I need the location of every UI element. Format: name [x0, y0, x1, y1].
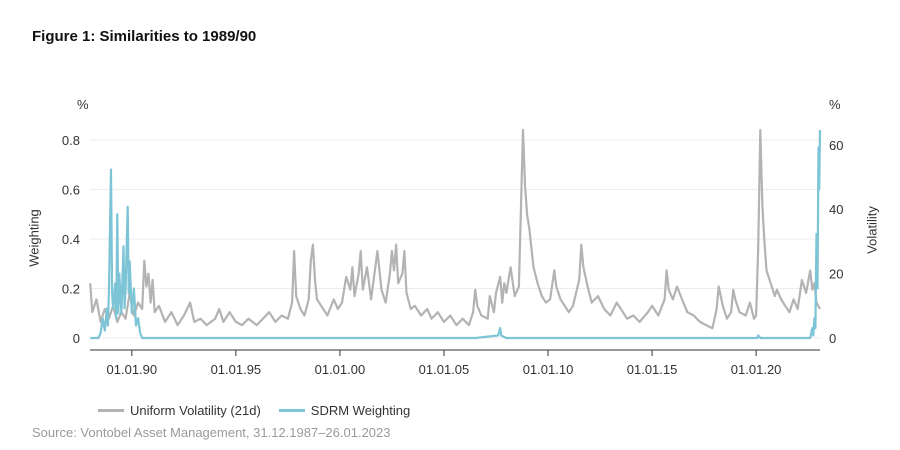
- series-line-uniform-volatility: [89, 128, 821, 330]
- legend-item-sdrm: SDRM Weighting: [278, 403, 411, 418]
- y-tick-label-left: 0.4: [62, 232, 80, 247]
- left-unit-label: %: [77, 97, 89, 112]
- y-tick-label-left: 0.6: [62, 182, 80, 197]
- legend: Uniform Volatility (21d) SDRM Weighting: [98, 403, 428, 418]
- legend-item-volatility: Uniform Volatility (21d): [98, 403, 261, 418]
- legend-swatch-volatility: [98, 409, 124, 412]
- right-unit-label: %: [829, 97, 841, 112]
- chart-title: Figure 1: Similarities to 1989/90: [32, 28, 257, 45]
- x-tick-label: 01.01.20: [731, 362, 782, 377]
- legend-swatch-sdrm: [278, 409, 305, 412]
- legend-label-sdrm: SDRM Weighting: [310, 403, 411, 418]
- y-tick-label-right: 40: [829, 202, 843, 217]
- y-tick-label-right: 60: [829, 138, 843, 153]
- x-tick-label: 01.01.00: [315, 362, 366, 377]
- x-tick-label: 01.01.15: [627, 362, 678, 377]
- legend-label-volatility: Uniform Volatility (21d): [130, 403, 261, 418]
- y-tick-label-left: 0.2: [62, 281, 80, 296]
- x-tick-label: 01.01.05: [419, 362, 470, 377]
- x-tick-label: 01.01.90: [107, 362, 158, 377]
- source-note: Source: Vontobel Asset Management, 31.12…: [32, 425, 391, 440]
- x-tick-label: 01.01.10: [523, 362, 574, 377]
- y-tick-label-right: 0: [829, 331, 836, 346]
- series-line-sdrm-weighting: [90, 129, 822, 340]
- y-tick-label-left: 0: [73, 331, 80, 346]
- x-tick-label: 01.01.95: [211, 362, 262, 377]
- y-tick-label-right: 20: [829, 267, 843, 282]
- y-tick-label-left: 0.8: [62, 133, 80, 148]
